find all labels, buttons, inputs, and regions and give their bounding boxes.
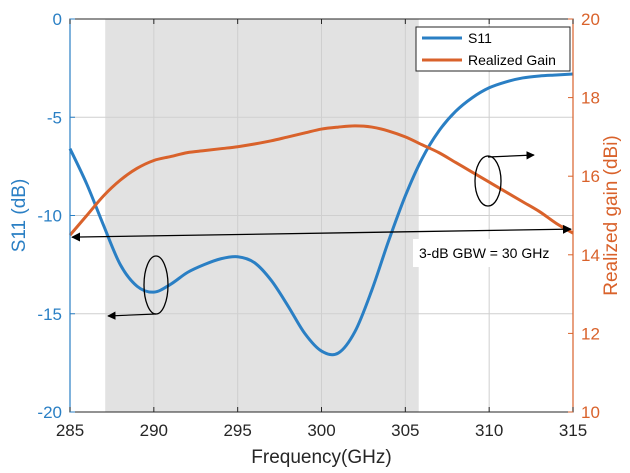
y-left-tick-label: 0 bbox=[53, 10, 62, 29]
bandwidth-double-arrow bbox=[71, 224, 572, 242]
x-tick-label: 310 bbox=[475, 421, 503, 440]
x-tick-label: 295 bbox=[223, 421, 251, 440]
realized-gain-series-line bbox=[68, 124, 574, 237]
x-axis-title: Frequency(GHz) bbox=[251, 447, 391, 468]
legend-label-s11: S11 bbox=[468, 30, 492, 46]
legend-label-gain: Realized Gain bbox=[468, 52, 556, 68]
bandwidth-label-box bbox=[413, 239, 569, 267]
y-right-tick-label: 12 bbox=[581, 324, 600, 343]
y-right-tick-label: 18 bbox=[581, 89, 600, 108]
left-axis-title: S11 (dB) bbox=[9, 179, 30, 253]
s11-series-line bbox=[68, 72, 574, 357]
legend-box bbox=[415, 26, 571, 72]
gain-axis-pointer-arrow bbox=[487, 151, 535, 160]
y-left-tick-label: -5 bbox=[47, 108, 62, 127]
y-right-tick-label: 10 bbox=[581, 403, 600, 422]
legend: S11 Realized Gain bbox=[415, 26, 571, 72]
y-left-tick-label: -10 bbox=[37, 207, 62, 226]
gain-curve-marker-ellipse bbox=[474, 155, 502, 207]
x-tick-label: 290 bbox=[140, 421, 168, 440]
s11-axis-pointer-arrow bbox=[107, 311, 157, 320]
tick-marks bbox=[69, 18, 574, 413]
x-tick-label: 315 bbox=[559, 421, 587, 440]
y-right-tick-label: 20 bbox=[581, 10, 600, 29]
tick-labels: 285 290 295 300 305 310 315 0 -5 -10 -15 -20 20 18 16 1… bbox=[37, 10, 600, 440]
x-tick-label: 300 bbox=[307, 421, 335, 440]
y-right-tick-label: 16 bbox=[581, 167, 600, 186]
x-tick-label: 305 bbox=[391, 421, 419, 440]
right-axis-title: Realized gain (dBi) bbox=[601, 135, 622, 296]
y-right-tick-label: 14 bbox=[581, 246, 600, 265]
bandwidth-label: 3-dB GBW = 30 GHz bbox=[419, 245, 549, 261]
x-tick-label: 285 bbox=[56, 421, 84, 440]
y-left-tick-label: -20 bbox=[37, 403, 62, 422]
annotations: 3-dB GBW = 30 GHz bbox=[71, 151, 572, 320]
y-left-tick-label: -15 bbox=[37, 305, 62, 324]
series-group bbox=[68, 72, 574, 357]
